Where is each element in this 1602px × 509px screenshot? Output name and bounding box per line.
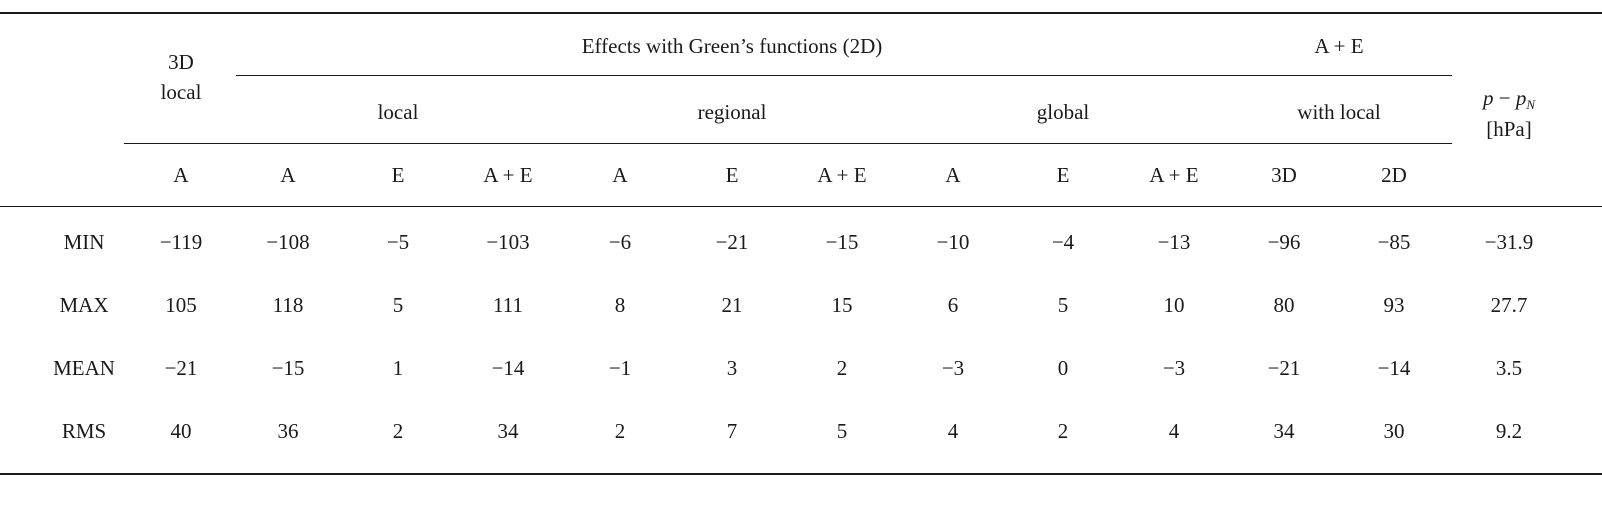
table-cell: 34 bbox=[497, 419, 519, 443]
table-cell: −119 bbox=[159, 230, 203, 254]
table-cell: −14 bbox=[1377, 356, 1411, 380]
table-cell: 27.7 bbox=[1490, 293, 1528, 317]
group-with-local: with local bbox=[1297, 100, 1381, 124]
table-cell: 10 bbox=[1163, 293, 1185, 317]
table-cell: 7 bbox=[726, 419, 738, 443]
table-cell: 2 bbox=[836, 356, 848, 380]
row-label: RMS bbox=[61, 419, 107, 443]
table-cell: −108 bbox=[266, 230, 310, 254]
table-cell: 4 bbox=[947, 419, 959, 443]
table-cell: 5 bbox=[392, 293, 404, 317]
table-cell: 4 bbox=[1168, 419, 1180, 443]
subcol-header: A + E bbox=[483, 163, 533, 187]
header-pressure-diff: p − pN bbox=[1482, 86, 1536, 112]
table-cell: 9.2 bbox=[1495, 419, 1523, 443]
table-cell: −10 bbox=[936, 230, 970, 254]
subcol-header: E bbox=[391, 163, 405, 187]
table-cell: −3 bbox=[941, 356, 965, 380]
group-local: local bbox=[377, 100, 419, 124]
subcol-header: A + E bbox=[1149, 163, 1199, 187]
subcol-header: A bbox=[945, 163, 961, 187]
table-cell: 5 bbox=[836, 419, 848, 443]
table-cell: 80 bbox=[1273, 293, 1295, 317]
table-cell: 118 bbox=[272, 293, 304, 317]
row-label: MAX bbox=[59, 293, 109, 317]
group-global: global bbox=[1036, 100, 1090, 124]
row-label: MIN bbox=[63, 230, 105, 254]
table-cell: −85 bbox=[1377, 230, 1411, 254]
table-cell: 93 bbox=[1383, 293, 1405, 317]
subcol-header: A + E bbox=[817, 163, 867, 187]
table-cell: 1 bbox=[392, 356, 404, 380]
table-cell: 2 bbox=[1057, 419, 1069, 443]
table-cell: 36 bbox=[277, 419, 299, 443]
table-cell: 3 bbox=[726, 356, 738, 380]
table-cell: −21 bbox=[1267, 356, 1301, 380]
bottom-rule bbox=[0, 473, 1602, 475]
effects-underline bbox=[236, 75, 1452, 76]
table-cell: 40 bbox=[170, 419, 192, 443]
group-regional: regional bbox=[697, 100, 767, 124]
table-cell: 111 bbox=[493, 293, 523, 317]
header-bottom-rule bbox=[0, 206, 1602, 207]
table-cell: −21 bbox=[164, 356, 198, 380]
table-cell: −4 bbox=[1051, 230, 1075, 254]
table-cell: −14 bbox=[491, 356, 525, 380]
header-unit: [hPa] bbox=[1486, 117, 1532, 141]
table-cell: 105 bbox=[165, 293, 197, 317]
subcol-header: E bbox=[725, 163, 739, 187]
subcol-header: E bbox=[1056, 163, 1070, 187]
subcol-header: 3D bbox=[1271, 163, 1297, 187]
table-cell: 21 bbox=[721, 293, 743, 317]
table-cell: −3 bbox=[1162, 356, 1186, 380]
table-cell: −103 bbox=[486, 230, 530, 254]
table-cell: −1 bbox=[608, 356, 632, 380]
table-cell: −31.9 bbox=[1484, 230, 1534, 254]
row-label: MEAN bbox=[53, 356, 115, 380]
table-cell: −6 bbox=[608, 230, 632, 254]
subcol-header: A bbox=[612, 163, 628, 187]
table-cell: −15 bbox=[271, 356, 305, 380]
table-cell: 8 bbox=[614, 293, 626, 317]
table-cell: 30 bbox=[1383, 419, 1405, 443]
table-cell: −13 bbox=[1157, 230, 1191, 254]
table-cell: −5 bbox=[386, 230, 410, 254]
groups-underline bbox=[124, 143, 1452, 144]
table-cell: 15 bbox=[831, 293, 853, 317]
header-3d: 3D bbox=[168, 50, 194, 74]
table-cell: −15 bbox=[825, 230, 859, 254]
table-cell: 2 bbox=[614, 419, 626, 443]
table-cell: 0 bbox=[1057, 356, 1069, 380]
subcol-header: A bbox=[173, 163, 189, 187]
top-rule bbox=[0, 12, 1602, 14]
table-cell: 34 bbox=[1273, 419, 1295, 443]
table-cell: 6 bbox=[947, 293, 959, 317]
header-a-plus-e: A + E bbox=[1314, 34, 1364, 58]
subcol-header: 2D bbox=[1381, 163, 1407, 187]
table-cell: 2 bbox=[392, 419, 404, 443]
subcol-header: A bbox=[280, 163, 296, 187]
table-cell: −21 bbox=[715, 230, 749, 254]
table-cell: −96 bbox=[1267, 230, 1301, 254]
table-cell: 5 bbox=[1057, 293, 1069, 317]
header-effects: Effects with Green’s functions (2D) bbox=[581, 34, 883, 58]
header-3d-local: local bbox=[160, 80, 202, 104]
table-cell: 3.5 bbox=[1495, 356, 1523, 380]
